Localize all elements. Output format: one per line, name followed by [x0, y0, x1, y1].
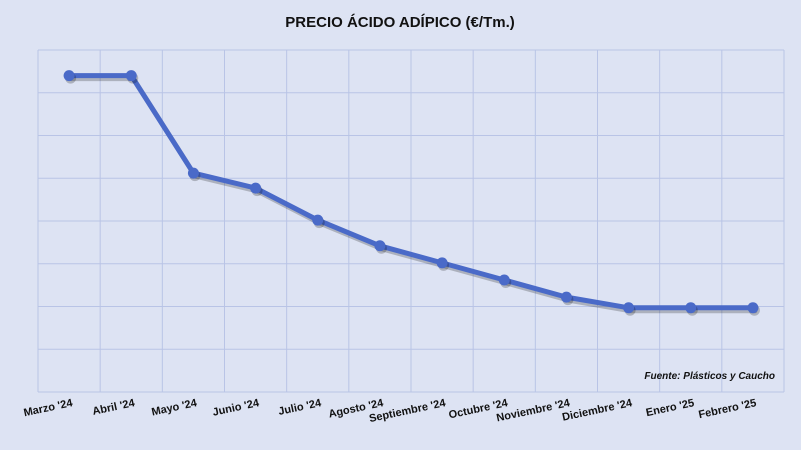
data-point: [747, 302, 759, 314]
data-point: [498, 274, 510, 286]
x-tick-labels: Marzo '24 Abril '24 Mayo '24 Junio '24 Julio…: [23, 397, 758, 425]
chart-title: PRECIO ÁCIDO ADÍPICO (€/Tm.): [285, 14, 514, 31]
data-point: [63, 70, 75, 82]
data-point: [374, 240, 386, 252]
x-tick-label: Abril '24: [91, 397, 136, 418]
data-point: [623, 302, 635, 314]
x-tick-label: Junio '24: [211, 397, 261, 419]
data-point: [250, 182, 262, 194]
data-points: [63, 70, 760, 316]
x-tick-label: Febrero '25: [697, 397, 757, 421]
x-tick-label: Marzo '24: [23, 397, 75, 419]
data-point: [312, 214, 324, 226]
data-point: [436, 257, 448, 269]
grid: [37, 49, 785, 393]
x-tick-label: Julio '24: [277, 397, 323, 418]
data-point: [125, 70, 137, 82]
data-point: [560, 291, 572, 303]
source-note: Fuente: Plásticos y Caucho: [644, 371, 775, 382]
series-line: [66, 73, 756, 311]
series-line-layer: [66, 73, 758, 314]
x-tick-label: Diciembre '24: [561, 397, 634, 424]
x-tick-label: Enero '25: [645, 397, 696, 419]
series-line-shadow: [68, 76, 758, 314]
x-tick-label: Mayo '24: [151, 397, 199, 418]
data-point: [187, 167, 199, 179]
data-point: [685, 302, 697, 314]
